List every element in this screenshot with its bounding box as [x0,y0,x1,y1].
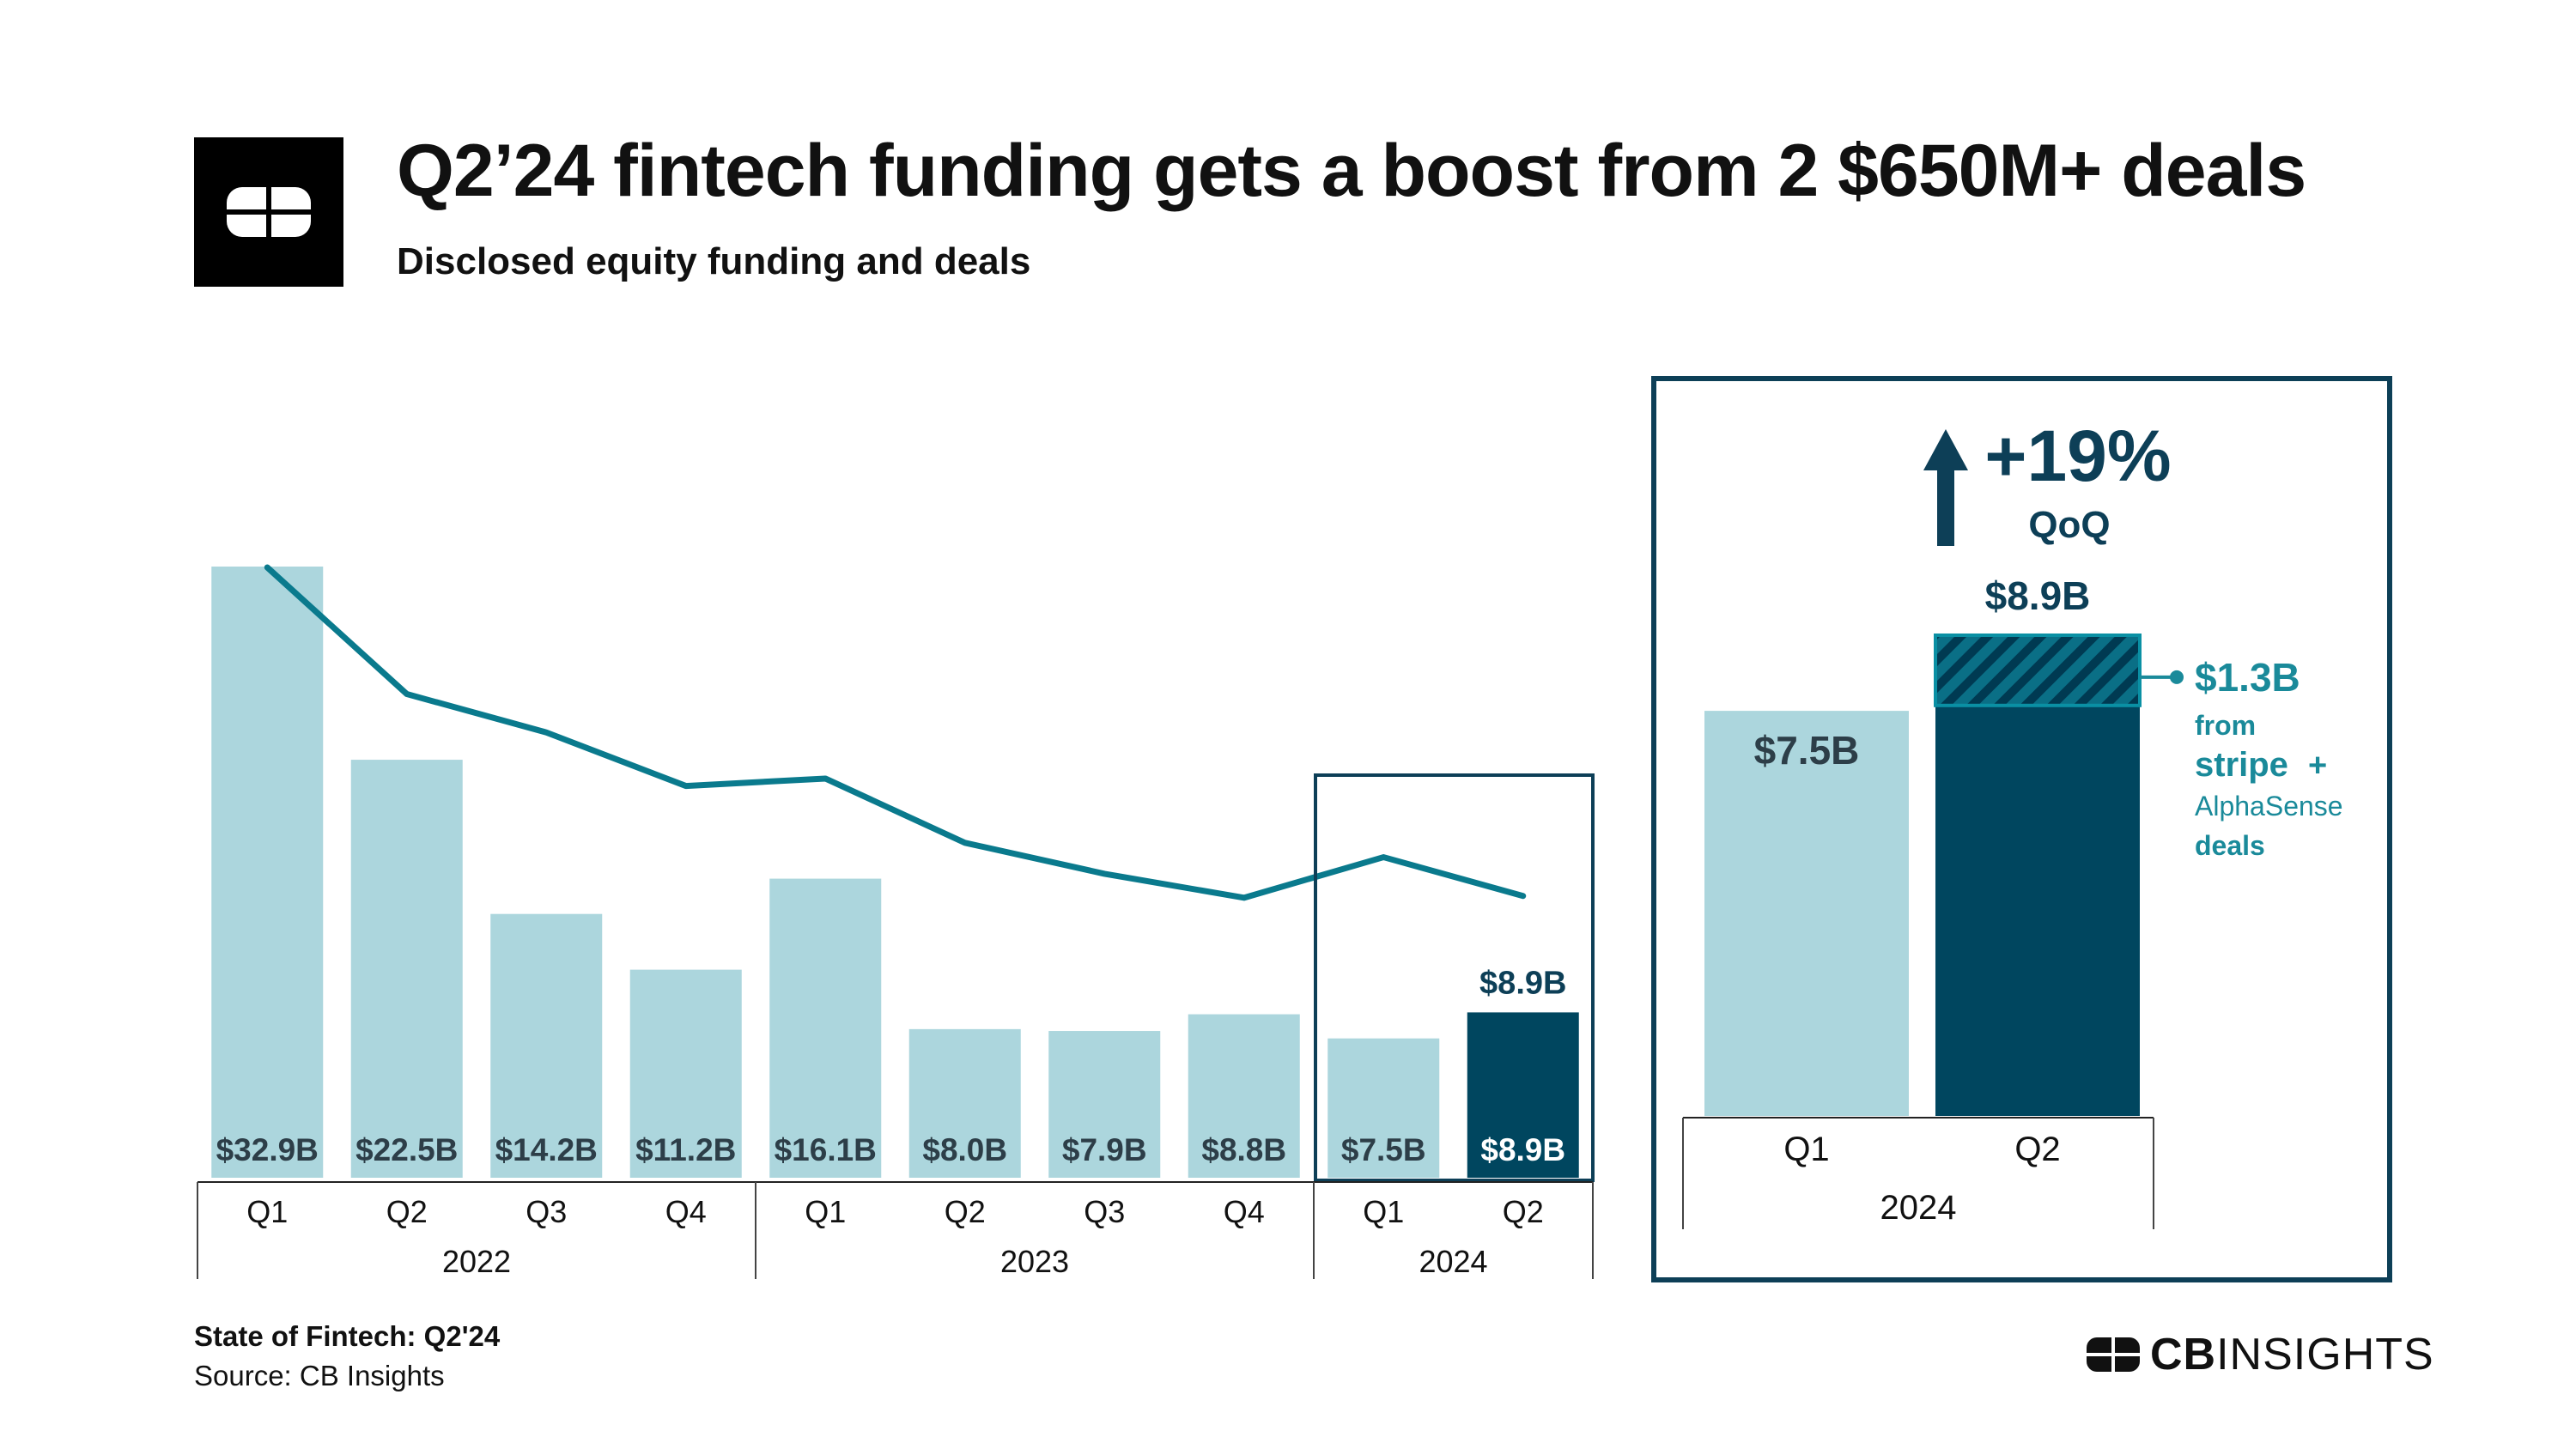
bar-value-label: $7.5B [1341,1132,1426,1167]
detail-bar-value-label: $7.5B [1754,728,1860,773]
year-group-label: 2023 [1000,1244,1069,1279]
segment-value-label: $1.3B [2195,655,2300,700]
detail-panel-frame [1651,376,2392,1282]
brand-wordmark: CBINSIGHTS [2150,1329,2434,1380]
bar [350,760,463,1178]
bar [908,1028,1021,1178]
detail-bar-q2 [1935,635,2140,1116]
bar [211,567,324,1178]
detail-bar-chart: $7.5B $8.9B $1.3B from stripe + AlphaSense deal… [1651,376,2392,1282]
bar-value-label: $14.2B [495,1132,598,1167]
bar [629,969,742,1178]
report-name: State of Fintech: Q2'24 [194,1320,501,1352]
brand-light: INSIGHTS [2216,1330,2434,1379]
bar-value-label: $8.8B [1201,1132,1286,1167]
x-tick-label: Q2 [386,1194,428,1229]
cb-brand-icon [2087,1337,2140,1372]
x-tick-label: Q1 [1363,1194,1404,1229]
bar-value-label: $8.0B [922,1132,1007,1167]
segment-note-deals: deals [2195,830,2265,861]
bar [1467,1012,1579,1178]
bar-value-label: $16.1B [775,1132,877,1167]
bar-value-label: $8.9B [1480,1132,1565,1167]
x-tick-label: Q4 [1224,1194,1265,1229]
bar [1048,1031,1161,1178]
x-tick-label: Q2 [1503,1194,1544,1229]
segment-note-from: from [2195,710,2256,741]
detail-year-label: 2024 [1880,1189,1957,1227]
callout-dot [2170,670,2184,684]
highlight-box [1314,773,1595,1182]
chart-title: Q2’24 fintech funding gets a boost from … [397,130,2306,212]
source-note: Source: CB Insights [194,1360,445,1391]
x-tick-label: Q3 [1084,1194,1125,1229]
x-tick-label: Q1 [805,1194,846,1229]
detail-x-tick-label: Q2 [2014,1131,2060,1168]
bar-value-label: $32.9B [216,1132,319,1167]
change-label: QoQ [2028,504,2110,546]
hatched-segment [1934,634,2142,707]
detail-bar-q1 [1704,711,1909,1116]
detail-bar-value-label: $8.9B [1985,573,2091,618]
stripe-wordmark: stripe [2195,746,2288,784]
highlight-value-label: $8.9B [1479,965,1566,1001]
brand-bold: CB [2150,1330,2217,1379]
change-value: +19% [1984,415,2171,496]
bar [769,878,882,1178]
bar-value-label: $11.2B [635,1132,736,1167]
up-arrow-icon [1923,429,1968,546]
cb-insights-brand: CBINSIGHTS [2087,1329,2434,1380]
cb-logo-icon [227,187,311,237]
bar [1188,1014,1300,1178]
x-tick-label: Q1 [246,1194,288,1229]
chart-subtitle: Disclosed equity funding and deals [397,240,1031,282]
bar-value-label: $22.5B [355,1132,458,1167]
x-tick-label: Q3 [526,1194,567,1229]
bar-value-label: $7.9B [1062,1132,1147,1167]
bar [1327,1038,1440,1178]
cb-logo [194,137,343,287]
main-bar-chart: $32.9B $22.5B $14.2B $11.2B $16.1B $8.0B $7.9B… [197,564,1595,1279]
x-tick-label: Q4 [665,1194,707,1229]
bar [490,913,603,1178]
alphasense-wordmark: AlphaSense [2195,791,2343,822]
segment-note-plus: + [2308,748,2327,784]
detail-x-tick-label: Q1 [1783,1131,1829,1168]
year-group-label: 2024 [1419,1244,1487,1279]
year-group-label: 2022 [442,1244,511,1279]
x-tick-label: Q2 [945,1194,986,1229]
